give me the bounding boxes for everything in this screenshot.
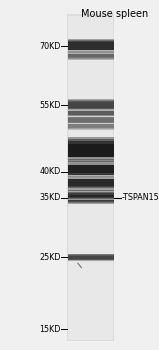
FancyBboxPatch shape xyxy=(68,116,114,117)
FancyBboxPatch shape xyxy=(68,116,114,118)
FancyBboxPatch shape xyxy=(68,186,114,189)
FancyBboxPatch shape xyxy=(68,116,114,117)
FancyBboxPatch shape xyxy=(68,158,114,178)
FancyBboxPatch shape xyxy=(68,50,114,52)
FancyBboxPatch shape xyxy=(68,38,114,41)
FancyBboxPatch shape xyxy=(68,58,114,60)
FancyBboxPatch shape xyxy=(68,123,114,124)
FancyBboxPatch shape xyxy=(68,99,114,101)
FancyBboxPatch shape xyxy=(68,189,114,190)
FancyBboxPatch shape xyxy=(68,197,114,199)
Text: 15KD: 15KD xyxy=(39,324,60,334)
FancyBboxPatch shape xyxy=(68,110,114,111)
FancyBboxPatch shape xyxy=(68,198,114,200)
FancyBboxPatch shape xyxy=(68,109,114,111)
FancyBboxPatch shape xyxy=(68,122,114,130)
FancyBboxPatch shape xyxy=(68,122,114,124)
FancyBboxPatch shape xyxy=(68,160,114,164)
FancyBboxPatch shape xyxy=(68,59,114,60)
FancyBboxPatch shape xyxy=(68,191,114,204)
FancyBboxPatch shape xyxy=(68,189,114,192)
FancyBboxPatch shape xyxy=(68,136,114,139)
FancyBboxPatch shape xyxy=(68,158,114,159)
FancyBboxPatch shape xyxy=(68,191,114,193)
Text: 70KD: 70KD xyxy=(39,42,60,51)
FancyBboxPatch shape xyxy=(68,108,114,111)
FancyBboxPatch shape xyxy=(68,177,114,178)
FancyBboxPatch shape xyxy=(68,128,114,130)
FancyBboxPatch shape xyxy=(68,254,114,256)
FancyBboxPatch shape xyxy=(68,109,114,111)
FancyBboxPatch shape xyxy=(68,136,114,164)
FancyBboxPatch shape xyxy=(68,254,114,261)
FancyBboxPatch shape xyxy=(68,115,114,117)
FancyBboxPatch shape xyxy=(68,123,114,124)
FancyBboxPatch shape xyxy=(68,99,114,100)
FancyBboxPatch shape xyxy=(68,109,114,117)
FancyBboxPatch shape xyxy=(68,260,114,261)
FancyBboxPatch shape xyxy=(68,162,114,164)
FancyBboxPatch shape xyxy=(68,116,114,117)
FancyBboxPatch shape xyxy=(68,50,114,51)
Text: -TSPAN15: -TSPAN15 xyxy=(122,193,159,202)
Text: Mouse spleen: Mouse spleen xyxy=(81,9,148,19)
Text: 55KD: 55KD xyxy=(39,100,60,110)
FancyBboxPatch shape xyxy=(68,189,114,190)
FancyBboxPatch shape xyxy=(68,116,114,117)
FancyBboxPatch shape xyxy=(68,109,114,110)
Text: 40KD: 40KD xyxy=(39,167,60,176)
FancyBboxPatch shape xyxy=(68,129,114,130)
FancyBboxPatch shape xyxy=(68,175,114,178)
FancyBboxPatch shape xyxy=(68,38,114,54)
Text: 35KD: 35KD xyxy=(39,193,60,202)
FancyBboxPatch shape xyxy=(68,16,113,340)
FancyBboxPatch shape xyxy=(68,53,114,54)
FancyBboxPatch shape xyxy=(68,122,114,124)
FancyBboxPatch shape xyxy=(67,14,114,341)
FancyBboxPatch shape xyxy=(68,122,114,123)
FancyBboxPatch shape xyxy=(68,175,114,189)
FancyBboxPatch shape xyxy=(68,38,114,40)
FancyBboxPatch shape xyxy=(68,128,114,130)
FancyBboxPatch shape xyxy=(68,187,114,189)
FancyBboxPatch shape xyxy=(68,189,114,199)
FancyBboxPatch shape xyxy=(68,50,114,54)
FancyBboxPatch shape xyxy=(68,191,114,195)
FancyBboxPatch shape xyxy=(68,136,114,144)
FancyBboxPatch shape xyxy=(68,158,114,163)
FancyBboxPatch shape xyxy=(68,116,114,124)
FancyBboxPatch shape xyxy=(68,254,114,255)
FancyBboxPatch shape xyxy=(68,191,114,193)
FancyBboxPatch shape xyxy=(68,158,114,164)
FancyBboxPatch shape xyxy=(68,38,114,42)
FancyBboxPatch shape xyxy=(68,175,114,176)
FancyBboxPatch shape xyxy=(68,136,114,141)
FancyBboxPatch shape xyxy=(68,109,114,110)
FancyBboxPatch shape xyxy=(68,202,114,204)
Text: 25KD: 25KD xyxy=(39,253,60,262)
FancyBboxPatch shape xyxy=(68,99,114,111)
FancyBboxPatch shape xyxy=(68,201,114,204)
FancyBboxPatch shape xyxy=(68,173,114,178)
FancyBboxPatch shape xyxy=(68,99,114,102)
FancyBboxPatch shape xyxy=(68,259,114,261)
FancyBboxPatch shape xyxy=(68,203,114,204)
FancyBboxPatch shape xyxy=(68,51,114,54)
FancyBboxPatch shape xyxy=(68,122,114,124)
FancyBboxPatch shape xyxy=(68,50,114,53)
FancyBboxPatch shape xyxy=(68,50,114,60)
FancyBboxPatch shape xyxy=(68,188,114,189)
FancyBboxPatch shape xyxy=(68,57,114,60)
FancyBboxPatch shape xyxy=(68,158,114,161)
FancyBboxPatch shape xyxy=(68,175,114,178)
FancyBboxPatch shape xyxy=(68,175,114,177)
FancyBboxPatch shape xyxy=(68,260,114,261)
